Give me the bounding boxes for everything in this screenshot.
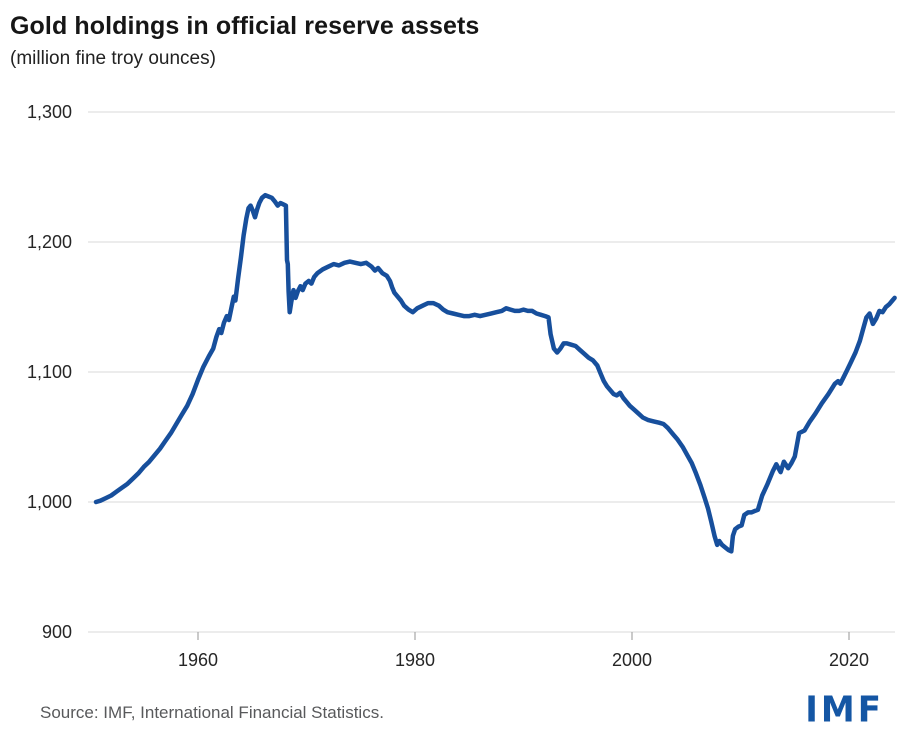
gridlines (88, 111, 895, 633)
y-axis-label: 1,300 (27, 102, 72, 122)
x-axis-label: 1980 (395, 650, 435, 670)
y-axis-label: 1,200 (27, 232, 72, 252)
imf-logo: IMF (805, 689, 884, 731)
x-axis-ticks (197, 632, 850, 640)
x-axis-label: 1960 (178, 650, 218, 670)
chart-subtitle: (million fine troy ounces) (10, 48, 216, 69)
x-axis-label: 2000 (612, 650, 652, 670)
y-axis-label: 1,000 (27, 492, 72, 512)
source-note: Source: IMF, International Financial Sta… (40, 703, 384, 722)
y-axis-label: 900 (42, 622, 72, 642)
x-axis-labels: 1960 1980 2000 2020 (178, 650, 869, 670)
data-series-line (93, 192, 897, 554)
x-axis-label: 2020 (829, 650, 869, 670)
y-axis-labels: 900 1,000 1,100 1,200 1,300 (27, 102, 72, 642)
chart-title: Gold holdings in official reserve assets (10, 12, 480, 40)
y-axis-label: 1,100 (27, 362, 72, 382)
